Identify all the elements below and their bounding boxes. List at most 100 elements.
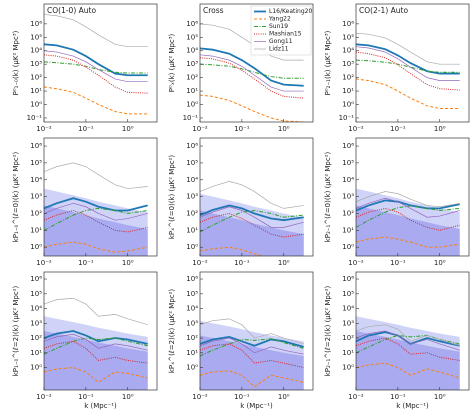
series-line: [200, 47, 304, 87]
plot-area: [356, 316, 460, 390]
y-tick-label: 10⁴: [186, 305, 198, 313]
y-tick-label: 10⁵: [342, 290, 354, 298]
legend-label: Gong11: [269, 38, 293, 45]
x-tick-label: 10⁰: [434, 393, 446, 401]
plot-area: [200, 181, 304, 256]
series-line: [200, 338, 304, 357]
y-tick-label: 10⁶: [342, 20, 354, 28]
y-tick-label: 10⁶: [342, 142, 354, 150]
y-tick-label: 10⁰: [342, 243, 354, 251]
series-line: [356, 337, 460, 361]
panel-frame: [355, 271, 470, 391]
x-tick-label: 10⁰: [122, 125, 134, 133]
y-tick-label: 10³: [186, 319, 198, 327]
y-tick-label: 10³: [30, 60, 42, 68]
x-tick-label: 10⁰: [278, 259, 290, 267]
noise-area: [200, 210, 304, 256]
y-tick-label: 10³: [342, 319, 354, 327]
series-line: [200, 246, 304, 256]
series-line: [356, 32, 460, 65]
series-line: [44, 162, 148, 189]
y-tick-label: 10⁻¹: [27, 114, 43, 122]
series-line: [356, 207, 460, 231]
x-tick-label: 10⁻²: [192, 259, 208, 267]
y-axis-label: kP₁₋₀^(ℓ=0)(k) (μK² Mpc²): [12, 151, 20, 242]
x-tick-label: 10⁻¹: [234, 125, 250, 133]
y-tick-label: 10³: [30, 319, 42, 327]
y-tick-label: 10¹: [342, 349, 354, 357]
y-tick-label: 10²: [342, 334, 354, 342]
series-line: [44, 337, 148, 355]
x-tick-label: 10⁰: [278, 125, 290, 133]
x-tick-label: 10⁻²: [192, 125, 208, 133]
plot-area: [356, 188, 460, 256]
series-line: [200, 343, 304, 369]
y-axis-label: P⁰₂₋₁(k) (μK² Mpc³): [324, 30, 332, 95]
y-tick-label: 10¹: [186, 226, 198, 234]
series-line: [44, 86, 148, 115]
noise-area: [44, 205, 148, 256]
series-line: [200, 94, 304, 122]
series-line: [200, 335, 304, 348]
x-tick-label: 10⁻¹: [234, 393, 250, 401]
y-tick-label: 10⁵: [186, 33, 198, 41]
y-tick-label: 10⁵: [342, 159, 354, 167]
y-tick-label: 10⁻¹: [183, 114, 199, 122]
series-line: [200, 54, 304, 92]
x-tick-label: 10⁰: [278, 393, 290, 401]
x-tick-label: 10⁻¹: [78, 259, 94, 267]
series-line: [356, 205, 460, 228]
panel-frame: [43, 271, 158, 391]
x-tick-label: 10⁰: [434, 259, 446, 267]
y-tick-label: 10¹: [342, 226, 354, 234]
y-tick-label: 10⁵: [30, 33, 42, 41]
x-axis-label: k (Mpc⁻¹): [396, 402, 429, 410]
y-tick-label: 10³: [186, 60, 198, 68]
series-line: [356, 199, 460, 212]
series-line: [356, 78, 460, 110]
panel-frame: [43, 3, 158, 123]
x-tick-label: 10⁻²: [348, 125, 364, 133]
y-tick-label: 10²: [342, 209, 354, 217]
y-tick-label: 10¹: [30, 349, 42, 357]
series-line: [356, 43, 460, 75]
y-axis-label: kPₓ^(ℓ=0)(k) (μK² Mpc²): [168, 155, 176, 240]
series-line: [200, 370, 304, 388]
x-tick-label: 10⁻²: [36, 125, 52, 133]
series-line: [200, 23, 304, 61]
legend-label: Mashian15: [269, 31, 302, 38]
y-axis-label: P⁰₁₋₀(k) (μK² Mpc³): [12, 30, 20, 95]
y-tick-label: 10⁴: [186, 176, 198, 184]
y-tick-label: 10⁴: [342, 305, 354, 313]
y-tick-label: 10⁵: [186, 290, 198, 298]
y-tick-label: 10³: [342, 60, 354, 68]
series-line: [44, 207, 148, 231]
series-line: [356, 46, 460, 81]
y-tick-label: 10²: [186, 334, 198, 342]
series-line: [356, 362, 460, 379]
y-tick-label: 10⁰: [30, 364, 42, 372]
x-tick-label: 10⁻²: [192, 393, 208, 401]
series-line: [44, 333, 148, 351]
series-line: [200, 212, 304, 238]
y-tick-label: 10³: [30, 193, 42, 201]
y-tick-label: 10⁵: [30, 290, 42, 298]
x-tick-label: 10⁻²: [348, 259, 364, 267]
y-tick-label: 10¹: [342, 87, 354, 95]
y-tick-label: 10⁰: [342, 101, 354, 109]
x-tick-label: 10⁻²: [36, 393, 52, 401]
series-line: [356, 324, 460, 347]
y-tick-label: 10⁶: [30, 20, 42, 28]
panel-frame: [355, 137, 470, 257]
y-tick-label: 10⁵: [342, 33, 354, 41]
plot-area: [356, 32, 460, 110]
x-tick-label: 10⁻¹: [234, 259, 250, 267]
y-tick-label: 10⁶: [186, 20, 198, 28]
y-tick-label: 10⁵: [186, 159, 198, 167]
x-tick-label: 10⁰: [434, 125, 446, 133]
y-tick-label: 10⁰: [342, 364, 354, 372]
x-tick-label: 10⁻²: [348, 393, 364, 401]
y-tick-label: 10²: [30, 334, 42, 342]
y-tick-label: 10³: [342, 193, 354, 201]
series-line: [200, 206, 304, 228]
